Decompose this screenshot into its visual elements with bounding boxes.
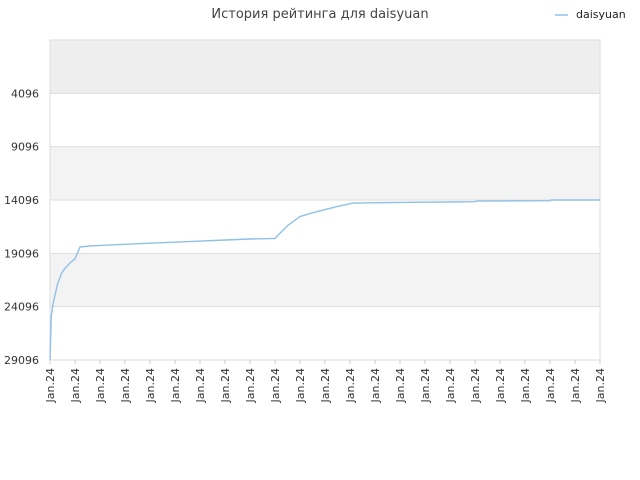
x-tick-label: Jan.24: [544, 368, 557, 403]
y-tick-label: 14096: [4, 194, 39, 207]
x-tick-label: Jan.24: [394, 368, 407, 403]
series-layer: [49, 199, 600, 361]
x-tick-label: Jan.24: [94, 368, 107, 403]
legend-label-daisyuan: daisyuan: [576, 8, 626, 21]
y-tick-label: 24096: [4, 301, 39, 314]
background-band: [50, 306, 600, 360]
y-tick-label: 9096: [11, 141, 39, 154]
y-tick-label: 29096: [4, 354, 39, 367]
x-axis: Jan.24 Jan.24 Jan.24 Jan.24 Jan.24 Jan.24 Jan.…: [44, 360, 607, 403]
y-tick-label: 4096: [11, 87, 39, 100]
x-tick-label: Jan.24: [119, 368, 132, 403]
x-tick-label: Jan.24: [444, 368, 457, 403]
background-band: [50, 200, 600, 254]
y-axis: 4096 9096 14096 19096 24096 29096: [4, 87, 39, 367]
y-tick-label: 19096: [4, 247, 39, 260]
chart-title: История рейтинга для daisyuan: [211, 7, 428, 22]
x-tick-label: Jan.24: [69, 368, 82, 403]
x-tick-label: Jan.24: [344, 368, 357, 403]
background-band: [50, 253, 600, 307]
x-tick-label: Jan.24: [369, 368, 382, 403]
x-tick-label: Jan.24: [44, 368, 57, 403]
background-band: [50, 146, 600, 200]
background-band: [50, 93, 600, 147]
x-tick-label: Jan.24: [194, 368, 207, 403]
x-tick-label: Jan.24: [594, 368, 607, 403]
x-tick-label: Jan.24: [569, 368, 582, 403]
x-tick-label: Jan.24: [294, 368, 307, 403]
x-tick-label: Jan.24: [219, 368, 232, 403]
x-tick-label: Jan.24: [469, 368, 482, 403]
x-tick-label: Jan.24: [494, 368, 507, 403]
x-tick-label: Jan.24: [269, 368, 282, 403]
x-tick-label: Jan.24: [169, 368, 182, 403]
series-line-daisyuan: [49, 199, 600, 361]
legend: daisyuan: [555, 8, 626, 21]
x-tick-label: Jan.24: [244, 368, 257, 403]
x-tick-label: Jan.24: [519, 368, 532, 403]
x-tick-label: Jan.24: [319, 368, 332, 403]
background-band: [50, 40, 600, 94]
x-tick-label: Jan.24: [144, 368, 157, 403]
x-tick-label: Jan.24: [419, 368, 432, 403]
